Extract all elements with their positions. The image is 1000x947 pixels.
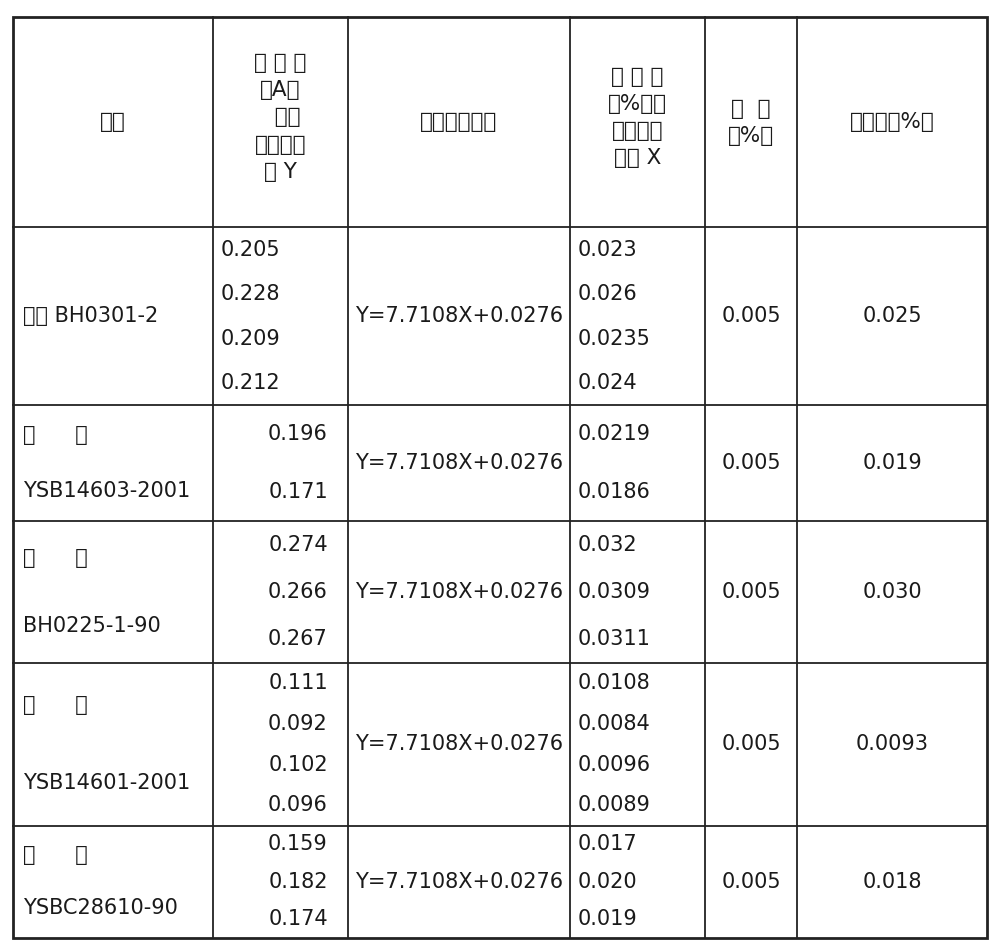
Text: 0.0084: 0.0084: [578, 714, 651, 734]
Text: 硅      铁: 硅 铁: [23, 547, 88, 568]
Text: 品名: 品名: [100, 112, 126, 133]
Text: Y=7.7108X+0.0276: Y=7.7108X+0.0276: [355, 734, 563, 755]
Text: YSBC28610-90: YSBC28610-90: [23, 899, 178, 919]
Text: 0.171: 0.171: [268, 482, 328, 502]
Text: 硅      铁: 硅 铁: [23, 845, 88, 865]
Text: 0.018: 0.018: [862, 871, 922, 892]
Text: 0.0219: 0.0219: [578, 424, 651, 444]
Text: 0.0096: 0.0096: [578, 755, 651, 775]
Text: 0.005: 0.005: [721, 306, 781, 327]
Text: Y=7.7108X+0.0276: Y=7.7108X+0.0276: [355, 453, 563, 474]
Text: 0.111: 0.111: [268, 673, 328, 693]
Text: 0.030: 0.030: [862, 581, 922, 602]
Text: 0.096: 0.096: [268, 795, 328, 815]
Text: BH0225-1-90: BH0225-1-90: [23, 616, 161, 636]
Text: Y=7.7108X+0.0276: Y=7.7108X+0.0276: [355, 581, 563, 602]
Text: 0.020: 0.020: [578, 871, 638, 892]
Text: 测 定 値
（%）线
性回归方
程中 X: 测 定 値 （%）线 性回归方 程中 X: [608, 66, 667, 169]
Text: 0.017: 0.017: [578, 834, 638, 854]
Text: 0.026: 0.026: [578, 284, 638, 304]
Text: 0.228: 0.228: [221, 284, 281, 304]
Text: 0.0311: 0.0311: [578, 629, 651, 650]
Text: 0.209: 0.209: [221, 329, 281, 348]
Text: 0.0309: 0.0309: [578, 581, 651, 602]
Text: 0.102: 0.102: [268, 755, 328, 775]
Text: 硅铁 BH0301-2: 硅铁 BH0301-2: [23, 306, 158, 327]
Text: 0.267: 0.267: [268, 629, 328, 650]
Text: 0.005: 0.005: [721, 581, 781, 602]
Text: 标准値（%）: 标准値（%）: [850, 112, 934, 133]
Text: 线性回归方程: 线性回归方程: [420, 112, 498, 133]
Text: 0.0089: 0.0089: [578, 795, 651, 815]
Text: 0.196: 0.196: [268, 424, 328, 444]
Text: 0.212: 0.212: [221, 373, 281, 393]
Text: 0.205: 0.205: [221, 240, 281, 259]
Text: 0.274: 0.274: [268, 534, 328, 555]
Text: 硅      铁: 硅 铁: [23, 695, 88, 715]
Text: 0.159: 0.159: [268, 834, 328, 854]
Text: 0.032: 0.032: [578, 534, 638, 555]
Text: 0.092: 0.092: [268, 714, 328, 734]
Text: 0.005: 0.005: [721, 871, 781, 892]
Text: YSB14603-2001: YSB14603-2001: [23, 481, 190, 501]
Text: 消 光 値
（A）
  线性
回归方程
中 Y: 消 光 値 （A） 线性 回归方程 中 Y: [254, 53, 307, 182]
Text: 误  差
（%）: 误 差 （%）: [728, 98, 774, 146]
Text: 0.0108: 0.0108: [578, 673, 651, 693]
Text: 0.025: 0.025: [862, 306, 922, 327]
Text: 硅      铁: 硅 铁: [23, 425, 88, 445]
Text: 0.266: 0.266: [268, 581, 328, 602]
Text: 0.023: 0.023: [578, 240, 638, 259]
Text: 0.024: 0.024: [578, 373, 638, 393]
Text: Y=7.7108X+0.0276: Y=7.7108X+0.0276: [355, 871, 563, 892]
Text: 0.0235: 0.0235: [578, 329, 651, 348]
Text: 0.0093: 0.0093: [856, 734, 928, 755]
Text: YSB14601-2001: YSB14601-2001: [23, 774, 190, 794]
Text: 0.019: 0.019: [862, 453, 922, 474]
Text: 0.0186: 0.0186: [578, 482, 651, 502]
Text: 0.174: 0.174: [268, 909, 328, 929]
Text: 0.005: 0.005: [721, 734, 781, 755]
Text: 0.005: 0.005: [721, 453, 781, 474]
Text: 0.019: 0.019: [578, 909, 638, 929]
Text: 0.182: 0.182: [268, 871, 328, 892]
Text: Y=7.7108X+0.0276: Y=7.7108X+0.0276: [355, 306, 563, 327]
